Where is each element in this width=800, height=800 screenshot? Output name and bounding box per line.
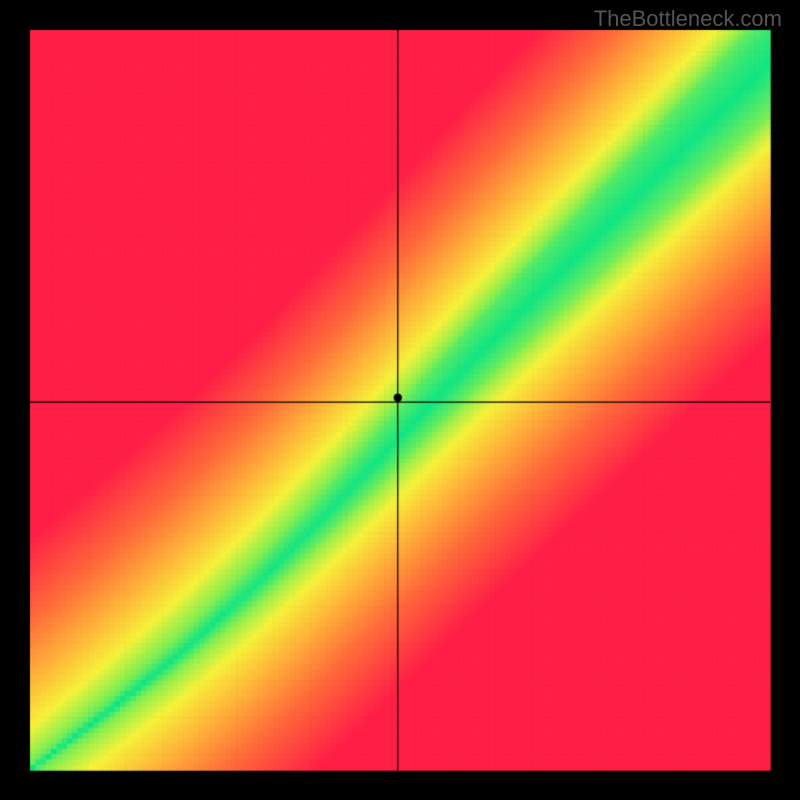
chart-container: TheBottleneck.com: [0, 0, 800, 800]
bottleneck-heatmap: [0, 0, 800, 800]
watermark-text: TheBottleneck.com: [594, 6, 782, 32]
